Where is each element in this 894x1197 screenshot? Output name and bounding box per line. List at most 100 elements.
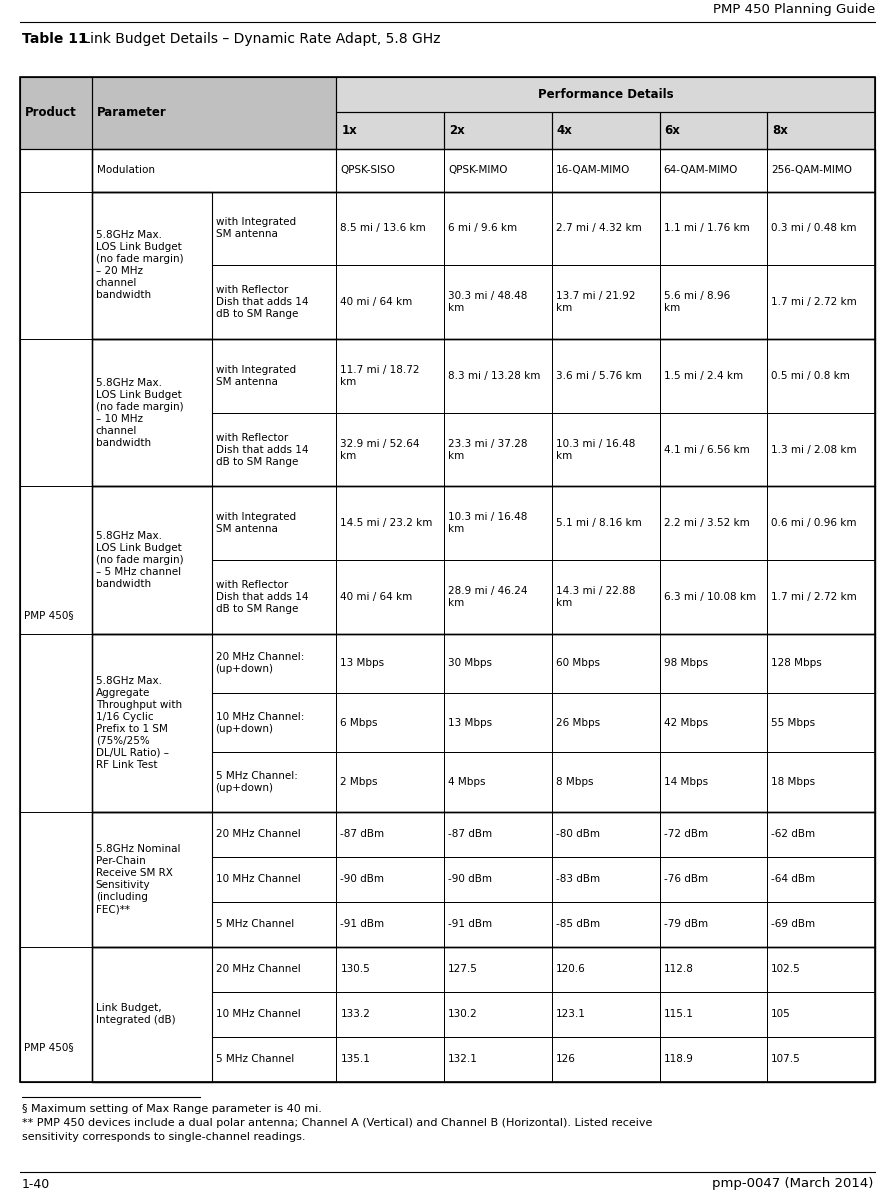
Bar [766, 992, 874, 1037]
Bar [211, 560, 336, 633]
Bar [443, 486, 552, 560]
Bar [443, 753, 552, 812]
Text: 130.5: 130.5 [340, 965, 370, 974]
Bar [659, 413, 766, 486]
Bar [766, 111, 874, 148]
Text: with Reflector
Dish that adds 14
dB to SM Range: with Reflector Dish that adds 14 dB to S… [215, 432, 308, 467]
Bar [211, 413, 336, 486]
Text: 127.5: 127.5 [448, 965, 477, 974]
Bar [211, 901, 336, 947]
Bar [766, 753, 874, 812]
Text: 30.3 mi / 48.48
km: 30.3 mi / 48.48 km [448, 291, 527, 314]
Bar [659, 992, 766, 1037]
Bar [659, 339, 766, 413]
Bar [336, 413, 443, 486]
Bar [211, 633, 336, 693]
Bar [552, 148, 659, 192]
Bar [211, 413, 336, 486]
Bar [766, 812, 874, 857]
Bar [766, 812, 874, 857]
Bar [211, 947, 336, 992]
Bar [92, 339, 211, 486]
Text: -79 dBm: -79 dBm [662, 919, 707, 929]
Bar [443, 947, 552, 992]
Bar [211, 1037, 336, 1082]
Text: -83 dBm: -83 dBm [555, 874, 599, 885]
Bar [552, 266, 659, 339]
Bar [552, 947, 659, 992]
Text: 40 mi / 64 km: 40 mi / 64 km [340, 591, 412, 602]
Bar [336, 148, 443, 192]
Bar [211, 812, 336, 857]
Text: Product: Product [25, 107, 77, 120]
Text: PMP 450§: PMP 450§ [24, 1043, 73, 1052]
Bar [766, 633, 874, 693]
Bar [552, 753, 659, 812]
Bar [211, 339, 336, 413]
Bar [443, 992, 552, 1037]
Text: Parameter: Parameter [97, 107, 166, 120]
Bar [766, 560, 874, 633]
Bar [336, 339, 443, 413]
Bar [766, 111, 874, 148]
Text: 102.5: 102.5 [771, 965, 800, 974]
Text: 42 Mbps: 42 Mbps [662, 718, 707, 728]
Bar [336, 413, 443, 486]
Bar [443, 560, 552, 633]
Bar [92, 812, 211, 947]
Bar [92, 633, 211, 812]
Bar [20, 148, 92, 1082]
Bar [20, 77, 874, 1082]
Bar [92, 148, 336, 192]
Bar [211, 633, 336, 693]
Text: 1.7 mi / 2.72 km: 1.7 mi / 2.72 km [771, 591, 856, 602]
Bar [659, 1037, 766, 1082]
Bar [552, 413, 659, 486]
Text: 4.1 mi / 6.56 km: 4.1 mi / 6.56 km [662, 444, 748, 455]
Text: 120.6: 120.6 [555, 965, 585, 974]
Text: with Integrated
SM antenna: with Integrated SM antenna [215, 365, 295, 387]
Text: 5.8GHz Max.
Aggregate
Throughput with
1/16 Cyclic
Prefix to 1 SM
(75%/25%
DL/UL : 5.8GHz Max. Aggregate Throughput with 1/… [96, 676, 181, 770]
Bar [766, 486, 874, 560]
Bar [659, 633, 766, 693]
Bar [211, 486, 336, 560]
Text: 23.3 mi / 37.28
km: 23.3 mi / 37.28 km [448, 438, 527, 461]
Text: 1.5 mi / 2.4 km: 1.5 mi / 2.4 km [662, 371, 742, 381]
Text: 26 Mbps: 26 Mbps [555, 718, 599, 728]
Bar [766, 266, 874, 339]
Bar [336, 111, 443, 148]
Text: 2x: 2x [449, 123, 464, 136]
Text: 130.2: 130.2 [448, 1009, 477, 1020]
Bar [659, 753, 766, 812]
Bar [443, 413, 552, 486]
Text: 135.1: 135.1 [340, 1055, 370, 1064]
Bar [659, 148, 766, 192]
Text: -62 dBm: -62 dBm [771, 830, 814, 839]
Bar [211, 992, 336, 1037]
Text: 13 Mbps: 13 Mbps [340, 658, 384, 668]
Text: PMP 450§: PMP 450§ [24, 610, 73, 620]
Bar [659, 812, 766, 857]
Text: 40 mi / 64 km: 40 mi / 64 km [340, 297, 412, 308]
Bar [336, 693, 443, 753]
Bar [766, 693, 874, 753]
Bar [766, 947, 874, 992]
Bar [443, 812, 552, 857]
Bar [659, 633, 766, 693]
Text: 6x: 6x [664, 123, 679, 136]
Text: 8.5 mi / 13.6 km: 8.5 mi / 13.6 km [340, 224, 426, 233]
Text: -80 dBm: -80 dBm [555, 830, 599, 839]
Bar [552, 266, 659, 339]
Bar [211, 992, 336, 1037]
Bar [336, 111, 443, 148]
Text: -90 dBm: -90 dBm [340, 874, 384, 885]
Bar [20, 77, 92, 148]
Bar [443, 633, 552, 693]
Bar [92, 339, 874, 486]
Text: 0.3 mi / 0.48 km: 0.3 mi / 0.48 km [771, 224, 856, 233]
Text: 98 Mbps: 98 Mbps [662, 658, 707, 668]
Text: 2 Mbps: 2 Mbps [340, 777, 377, 788]
Text: Link Budget Details – Dynamic Rate Adapt, 5.8 GHz: Link Budget Details – Dynamic Rate Adapt… [78, 32, 440, 45]
Bar [552, 857, 659, 901]
Text: 5 MHz Channel: 5 MHz Channel [215, 1055, 293, 1064]
